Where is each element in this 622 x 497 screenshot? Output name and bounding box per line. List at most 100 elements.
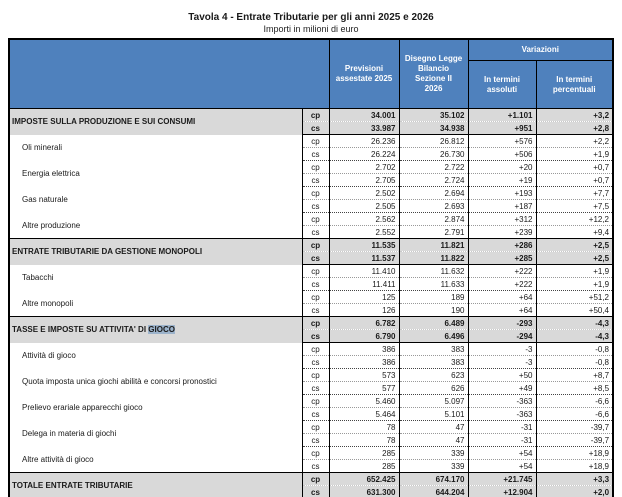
previsioni-value: 2.502 (328, 186, 400, 200)
previsioni-value: 26.236 (328, 134, 400, 148)
cp-indicator: cp (301, 316, 330, 330)
page-title: Tavola 4 - Entrate Tributarie per gli an… (188, 12, 434, 23)
header-disegno-legge: Disegno Legge Bilancio Sezione II 2026 (398, 38, 469, 109)
disegno-value: 35.102 (398, 108, 469, 122)
table-row-cp: TASSE E IMPOSTE SU ATTIVITA' DI GIOCO cp 6… (8, 316, 614, 343)
assoluti-value: +1.101 (467, 108, 537, 122)
percentuali-value: +1,9 (535, 277, 614, 291)
previsioni-value: 285 (328, 446, 400, 460)
assoluti-value: +312 (467, 212, 537, 226)
percentuali-value: +8,7 (535, 368, 614, 382)
assoluti-value: +21.745 (467, 472, 537, 486)
row-label: ENTRATE TRIBUTARIE DA GESTIONE MONOPOLI (8, 238, 303, 265)
percentuali-value: +3,3 (535, 472, 614, 486)
percentuali-value: +1,9 (535, 147, 614, 161)
percentuali-value: -39,7 (535, 420, 614, 434)
assoluti-value: +576 (467, 134, 537, 148)
previsioni-value: 125 (328, 290, 400, 304)
previsioni-value: 11.537 (328, 251, 400, 265)
percentuali-value: +0,7 (535, 160, 614, 174)
assoluti-value: +64 (467, 290, 537, 304)
previsioni-value: 6.782 (328, 316, 400, 330)
percentuali-value: -4,3 (535, 316, 614, 330)
percentuali-value: +2,5 (535, 238, 614, 252)
percentuali-value: +18,9 (535, 459, 614, 473)
table-row-cs: cs 2.505 2.693 +187 +7,5 (9, 199, 614, 213)
cp-indicator: cp (301, 342, 330, 356)
table-row-cp: ENTRATE TRIBUTARIE DA GESTIONE MONOPOLI c… (8, 238, 614, 265)
disegno-value: 11.821 (398, 238, 469, 252)
disegno-value: 26.812 (398, 134, 469, 148)
assoluti-value: -363 (467, 407, 537, 421)
selected-text: GIOCO (148, 325, 175, 335)
previsioni-value: 2.505 (328, 199, 400, 213)
disegno-value: 6.489 (398, 316, 469, 330)
cp-indicator: cp (301, 212, 330, 226)
row-label: Tabacchi (8, 264, 303, 291)
table-row-cp: Attività di gioco cp 386 383 -3 -0,8 (8, 342, 614, 369)
table-row-cs: cs 2.705 2.724 +19 +0,7 (9, 173, 614, 187)
table-row-cs: cs 126 190 +64 +50,4 (9, 303, 614, 317)
percentuali-value: +50,4 (535, 303, 614, 317)
disegno-value: 11.632 (398, 264, 469, 278)
disegno-value: 383 (398, 342, 469, 356)
row-label: Attività di gioco (8, 342, 303, 369)
previsioni-value: 11.410 (328, 264, 400, 278)
cp-indicator: cp (301, 472, 330, 486)
cp-indicator: cp (301, 108, 330, 122)
assoluti-value: +12.904 (467, 485, 537, 497)
assoluti-value: -293 (467, 316, 537, 330)
percentuali-value: -0,8 (535, 355, 614, 369)
assoluti-value: +54 (467, 446, 537, 460)
percentuali-value: +3,2 (535, 108, 614, 122)
cp-indicator: cp (301, 186, 330, 200)
disegno-value: 2.791 (398, 225, 469, 239)
cs-indicator: cs (301, 225, 330, 239)
disegno-value: 6.496 (398, 329, 469, 343)
percentuali-value: +7,7 (535, 186, 614, 200)
cs-indicator: cs (301, 433, 330, 447)
disegno-value: 2.722 (398, 160, 469, 174)
table-row-cs: cs 2.552 2.791 +239 +9,4 (9, 225, 614, 239)
cp-indicator: cp (301, 238, 330, 252)
table-row-cp: Quota imposta unica giochi abilità e con… (8, 368, 614, 395)
previsioni-value: 2.705 (328, 173, 400, 187)
row-label: Gas naturale (8, 186, 303, 213)
previsioni-value: 11.411 (328, 277, 400, 291)
cs-indicator: cs (301, 329, 330, 343)
assoluti-value: -3 (467, 342, 537, 356)
previsioni-value: 631.300 (328, 485, 400, 497)
cs-indicator: cs (301, 459, 330, 473)
cs-indicator: cs (301, 303, 330, 317)
previsioni-value: 6.790 (328, 329, 400, 343)
assoluti-value: +64 (467, 303, 537, 317)
disegno-value: 2.694 (398, 186, 469, 200)
cs-indicator: cs (301, 355, 330, 369)
disegno-value: 339 (398, 446, 469, 460)
previsioni-value: 34.001 (328, 108, 400, 122)
assoluti-value: +20 (467, 160, 537, 174)
disegno-value: 644.204 (398, 485, 469, 497)
previsioni-value: 78 (328, 420, 400, 434)
disegno-value: 339 (398, 459, 469, 473)
assoluti-value: +54 (467, 459, 537, 473)
table-row-cp: Prelievo erariale apparecchi gioco cp 5.46… (8, 394, 614, 421)
percentuali-value: +9,4 (535, 225, 614, 239)
table-header: Previsioni assestate 2025 Disegno Legge … (8, 38, 614, 109)
table-row-cp: Energia elettrica cp 2.702 2.722 +20 +0,7 (8, 160, 614, 187)
row-label: TASSE E IMPOSTE SU ATTIVITA' DI GIOCO (8, 316, 303, 343)
percentuali-value: +2,8 (535, 121, 614, 135)
header-previsioni: Previsioni assestate 2025 (328, 38, 400, 109)
table-row-cs: cs 33.987 34.938 +951 +2,8 (9, 121, 614, 135)
row-label: Altre produzione (8, 212, 303, 239)
row-label: Oli minerali (8, 134, 303, 161)
disegno-value: 5.101 (398, 407, 469, 421)
previsioni-value: 573 (328, 368, 400, 382)
disegno-value: 189 (398, 290, 469, 304)
row-label: Quota imposta unica giochi abilità e con… (8, 368, 303, 395)
row-label: Altre monopoli (8, 290, 303, 317)
assoluti-value: +50 (467, 368, 537, 382)
previsioni-value: 577 (328, 381, 400, 395)
cp-indicator: cp (301, 160, 330, 174)
table-row-cp: Tabacchi cp 11.410 11.632 +222 +1,9 (8, 264, 614, 291)
